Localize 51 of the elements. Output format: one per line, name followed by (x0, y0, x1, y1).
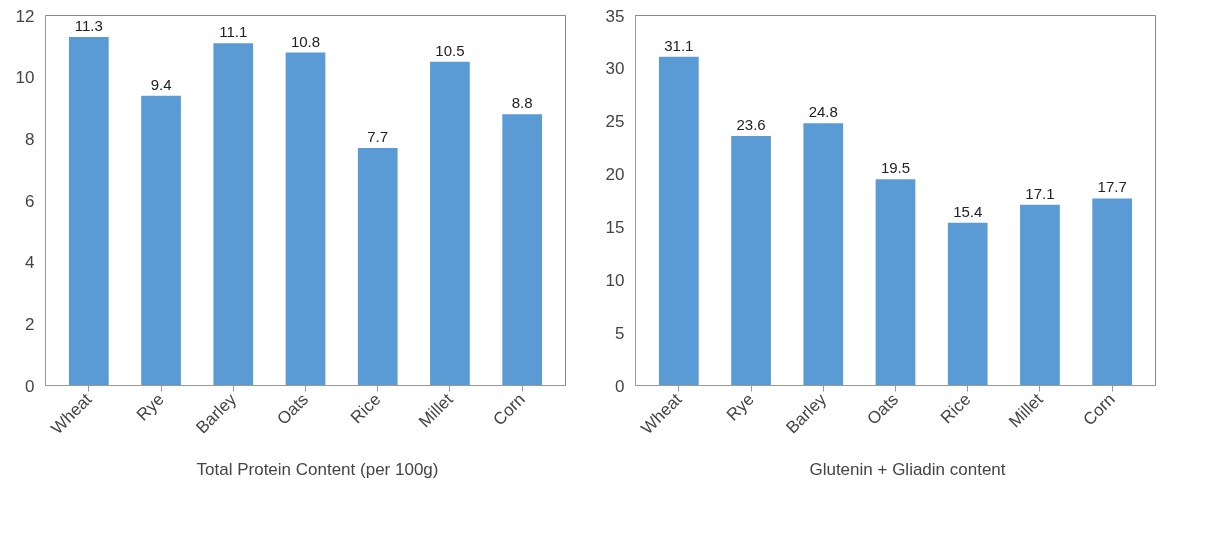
data-label: 10.8 (290, 32, 321, 50)
text: Total Protein Content (per 100g) (196, 459, 439, 480)
x-tick-label: Rye (722, 389, 758, 425)
y-tick-label: 5 (615, 323, 625, 343)
y-tick-label: 10 (605, 270, 625, 290)
data-label: 17.1 (1025, 184, 1055, 202)
bar (68, 37, 109, 386)
y-tick-label: 10 (15, 68, 35, 88)
y-tick-label: 4 (25, 253, 35, 273)
bar (141, 95, 181, 386)
bar (658, 56, 699, 386)
bar (213, 43, 254, 386)
data-label: 19.5 (880, 159, 911, 177)
y-tick-label: 0 (25, 376, 35, 396)
data-label: 17.7 (1097, 178, 1127, 196)
x-tick-label: Rye (132, 389, 168, 425)
data-label: 10.5 (435, 41, 465, 59)
x-tick-label: Oats (863, 389, 903, 429)
bar (731, 136, 771, 386)
bar (803, 123, 844, 386)
y-tick-label: 2 (25, 314, 35, 334)
data-label: 9.4 (150, 75, 172, 93)
y-tick-label: 15 (605, 217, 625, 237)
bar (947, 222, 988, 386)
y-tick-label: 6 (25, 191, 35, 211)
bar (1020, 204, 1060, 386)
y-tick-label: 20 (605, 165, 625, 185)
data-label: 8.8 (511, 94, 533, 112)
y-tick-label: 8 (25, 129, 35, 149)
bar (502, 114, 543, 386)
data-label: 24.8 (808, 103, 838, 121)
bar (1092, 198, 1133, 386)
y-tick-label: 30 (605, 59, 625, 79)
data-label: 23.6 (736, 116, 766, 134)
text: Glutenin + Gliadin content (809, 459, 1006, 480)
y-tick-label: 0 (615, 376, 625, 396)
data-label: 31.1 (664, 36, 694, 54)
bar (285, 52, 326, 386)
y-tick-label: 35 (605, 6, 625, 26)
data-label: 15.4 (953, 202, 983, 220)
bar (430, 61, 470, 386)
x-tick-label: Rice (346, 389, 385, 428)
bar (357, 148, 398, 386)
data-label: 11.3 (74, 17, 103, 35)
x-tick-label: Oats (273, 389, 313, 429)
bar (875, 179, 916, 386)
y-tick-label: 12 (15, 6, 35, 26)
x-tick-label: Rice (936, 389, 975, 428)
data-label: 11.1 (219, 23, 248, 41)
y-tick-label: 25 (605, 112, 625, 132)
data-label: 7.7 (367, 128, 389, 146)
